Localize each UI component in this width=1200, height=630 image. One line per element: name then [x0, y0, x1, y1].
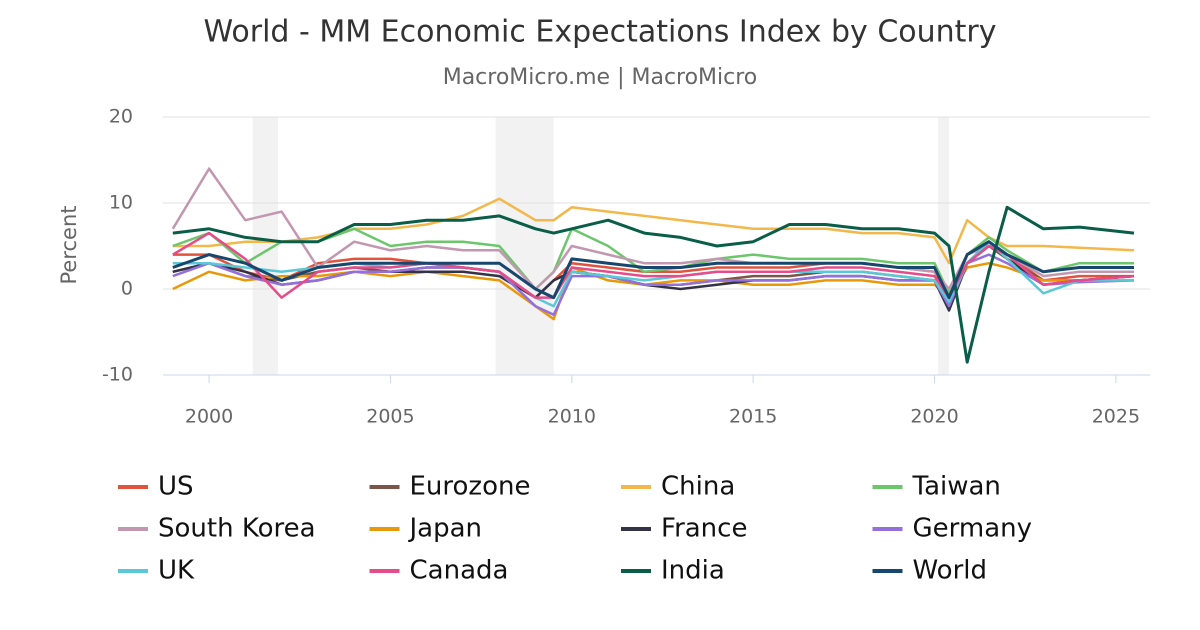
legend-label: India [661, 556, 725, 586]
legend-label: Canada [410, 556, 509, 586]
legend-label: UK [158, 556, 195, 586]
x-tick-label: 2020 [910, 406, 958, 428]
legend-label: Germany [913, 514, 1033, 544]
y-axis-label: Percent [57, 205, 81, 284]
legend-label: Eurozone [410, 472, 531, 502]
y-tick-label: 10 [109, 192, 133, 214]
chart-subtitle: MacroMicro.me | MacroMicro [443, 65, 758, 90]
recession-band [938, 117, 950, 375]
recession-band [495, 117, 554, 375]
x-tick-label: 2000 [185, 406, 233, 428]
legend-label: Taiwan [912, 472, 1001, 502]
legend-label: US [158, 472, 194, 502]
y-tick-label: -10 [102, 364, 133, 386]
series-line [172, 240, 1134, 300]
x-tick-label: 2015 [729, 406, 777, 428]
chart-title: World - MM Economic Expectations Index b… [203, 15, 996, 50]
x-tick-label: 2010 [548, 406, 596, 428]
series-line [172, 205, 1135, 364]
legend-label: China [661, 472, 735, 502]
series-line [172, 231, 1135, 299]
legend-label: France [661, 514, 747, 544]
x-tick-label: 2005 [366, 406, 414, 428]
series-line [172, 197, 1135, 265]
x-tick-label: 2025 [1092, 406, 1140, 428]
y-tick-label: 20 [109, 106, 133, 128]
legend-label: South Korea [158, 514, 316, 544]
legend-label: World [913, 556, 988, 586]
y-tick-label: 0 [121, 278, 133, 300]
legend-label: Japan [408, 514, 483, 544]
